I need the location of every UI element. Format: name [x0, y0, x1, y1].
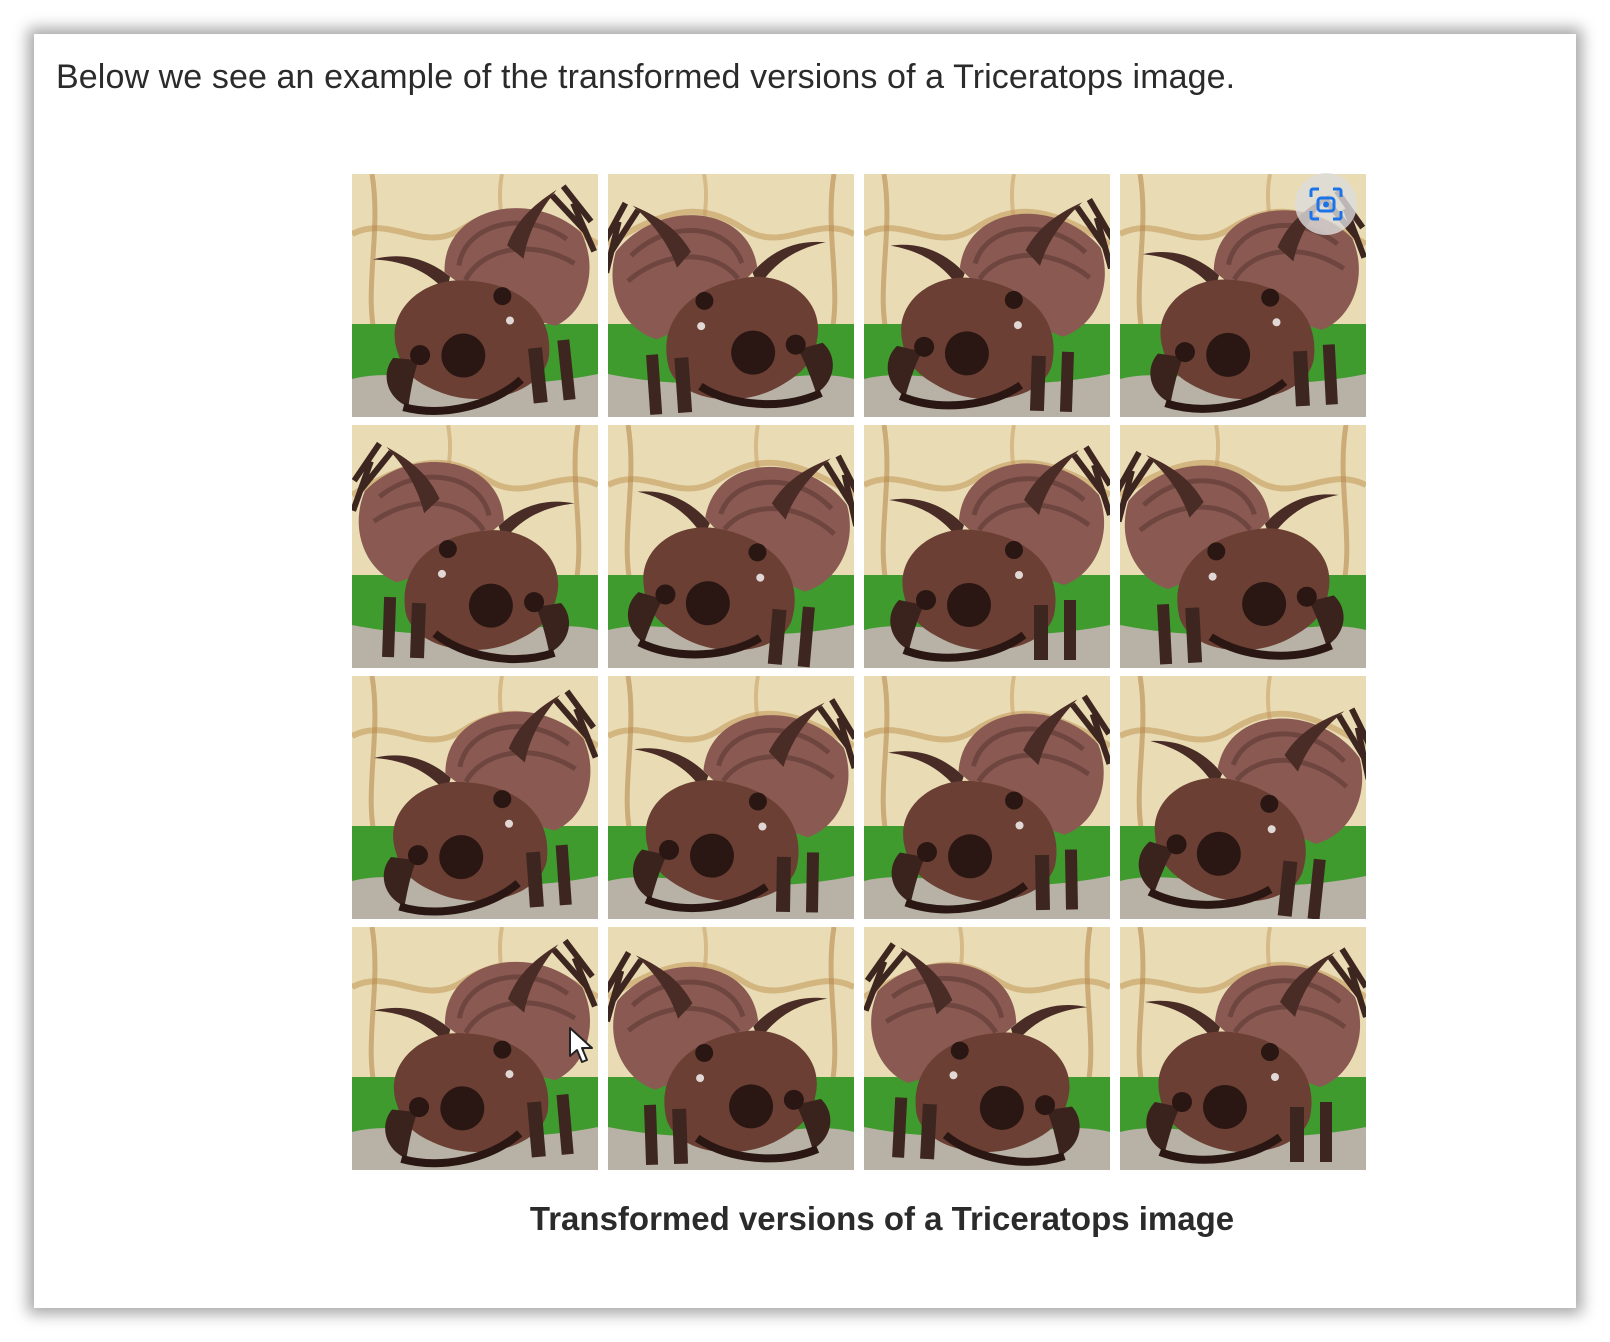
triceratops-image-tile — [352, 927, 598, 1170]
triceratops-image-tile — [352, 676, 598, 919]
triceratops-image-tile — [1120, 927, 1366, 1170]
figure-caption: Transformed versions of a Triceratops im… — [529, 1200, 1235, 1237]
triceratops-image-grid — [352, 174, 1368, 1170]
visual-search-icon[interactable] — [1295, 173, 1357, 235]
triceratops-image-tile — [352, 425, 598, 668]
mouse-pointer-icon — [569, 1027, 593, 1063]
triceratops-image-tile — [864, 425, 1110, 668]
triceratops-image-tile — [352, 174, 598, 417]
triceratops-image-tile — [608, 174, 854, 417]
triceratops-image-tile — [1120, 174, 1366, 417]
triceratops-image-tile — [864, 174, 1110, 417]
intro-paragraph: Below we see an example of the transform… — [56, 58, 1236, 96]
triceratops-image-tile — [1120, 676, 1366, 919]
triceratops-image-tile — [608, 927, 854, 1170]
triceratops-image-tile — [608, 676, 854, 919]
triceratops-image-tile — [1120, 425, 1366, 668]
content-card: Below we see an example of the transform… — [34, 34, 1576, 1308]
triceratops-image-tile — [608, 425, 854, 668]
triceratops-image-tile — [864, 676, 1110, 919]
triceratops-image-tile — [864, 927, 1110, 1170]
